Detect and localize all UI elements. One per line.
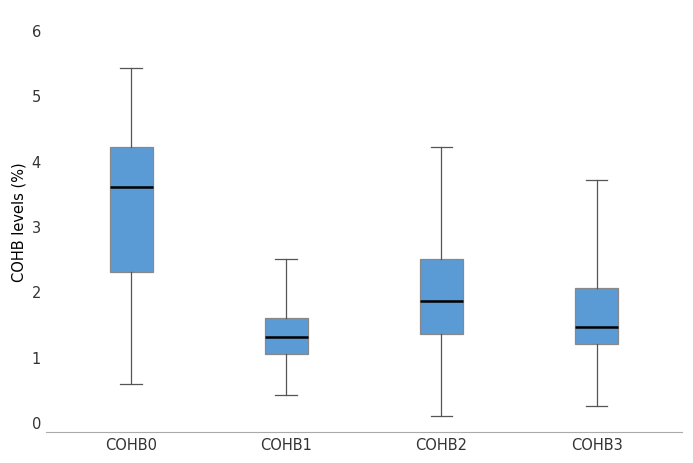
PathPatch shape — [575, 288, 618, 344]
PathPatch shape — [420, 259, 463, 334]
Y-axis label: COHB levels (%): COHB levels (%) — [11, 162, 26, 282]
PathPatch shape — [265, 318, 308, 354]
PathPatch shape — [109, 148, 153, 272]
